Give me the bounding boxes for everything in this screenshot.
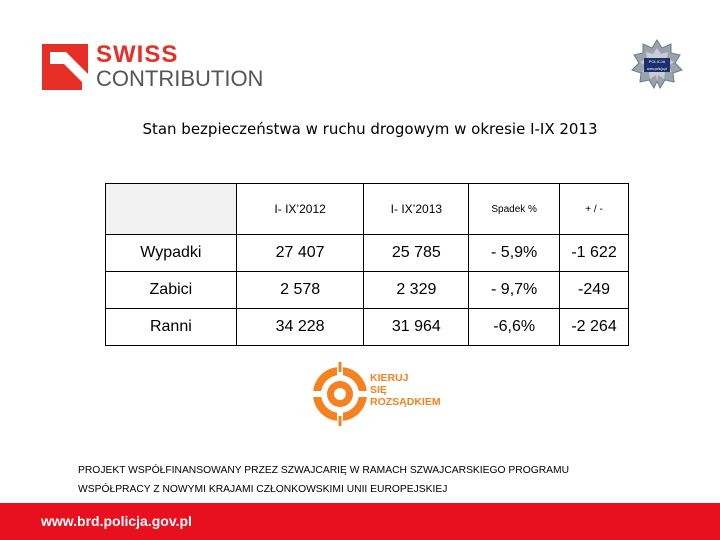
project-note: PROJEKT WSPÓŁFINANSOWANY PRZEZ SZWAJCARI… xyxy=(78,461,698,499)
campaign-line-2: SIĘ xyxy=(370,384,387,396)
badge-top-text: POLICJA xyxy=(649,59,666,64)
kieruj-sie-rozsadkiem-logo: KIERUJ SIĘ ROZSĄDKIEM xyxy=(310,360,450,432)
value-2013: 2 329 xyxy=(363,271,470,309)
value-2012: 34 228 xyxy=(235,308,365,346)
campaign-line-1: KIERUJ xyxy=(370,372,409,384)
table-corner-cell xyxy=(105,183,237,235)
project-note-line-2: WSPÓŁPRACY Z NOWYMI KRAJAMI CZŁONKOWSKIM… xyxy=(78,484,448,495)
row-label: Wypadki xyxy=(105,234,237,272)
badge-bottom-text: www.policja.pl xyxy=(647,67,667,71)
change-pct: - 5,9% xyxy=(468,234,561,272)
value-2013: 31 964 xyxy=(363,308,470,346)
difference: -249 xyxy=(559,271,629,309)
row-label: Zabici xyxy=(105,271,237,309)
campaign-text: KIERUJ SIĘ ROZSĄDKIEM xyxy=(370,372,441,408)
value-2012: 2 578 xyxy=(235,271,365,309)
table-row: Wypadki 27 407 25 785 - 5,9% -1 622 xyxy=(105,234,629,272)
footer-bar: www.brd.policja.gov.pl xyxy=(0,503,720,540)
header-change-pct: Spadek % xyxy=(468,183,561,235)
footer-website-link[interactable]: www.brd.policja.gov.pl xyxy=(41,513,192,529)
road-wheel-icon xyxy=(311,362,369,426)
logo-line-1: SWISS xyxy=(96,41,179,68)
value-2012: 27 407 xyxy=(235,234,365,272)
row-label: Ranni xyxy=(105,308,237,346)
header-2012: I- IX’2012 xyxy=(235,183,365,235)
change-pct: - 9,7% xyxy=(468,271,561,309)
logo-line-2: CONTRIBUTION xyxy=(96,66,264,91)
swiss-contribution-mark-icon xyxy=(42,44,88,90)
table-row: Zabici 2 578 2 329 - 9,7% -249 xyxy=(105,271,629,309)
table-header-row: I- IX’2012 I- IX’2013 Spadek % + / - xyxy=(105,183,629,235)
police-badge-icon: POLICJA www.policja.pl xyxy=(630,38,684,92)
swiss-contribution-logo: SWISS CONTRIBUTION xyxy=(42,41,272,92)
project-note-line-1: PROJEKT WSPÓŁFINANSOWANY PRZEZ SZWAJCARI… xyxy=(78,465,570,476)
difference: -1 622 xyxy=(559,234,629,272)
difference: -2 264 xyxy=(559,308,629,346)
value-2013: 25 785 xyxy=(363,234,470,272)
change-pct: -6,6% xyxy=(468,308,561,346)
header-2013: I- IX’2013 xyxy=(363,183,470,235)
statistics-table: I- IX’2012 I- IX’2013 Spadek % + / - Wyp… xyxy=(105,183,629,346)
page-title: Stan bezpieczeństwa w ruchu drogowym w o… xyxy=(142,120,598,138)
campaign-line-3: ROZSĄDKIEM xyxy=(370,396,441,408)
header-difference: + / - xyxy=(559,183,629,235)
table-row: Ranni 34 228 31 964 -6,6% -2 264 xyxy=(105,308,629,346)
